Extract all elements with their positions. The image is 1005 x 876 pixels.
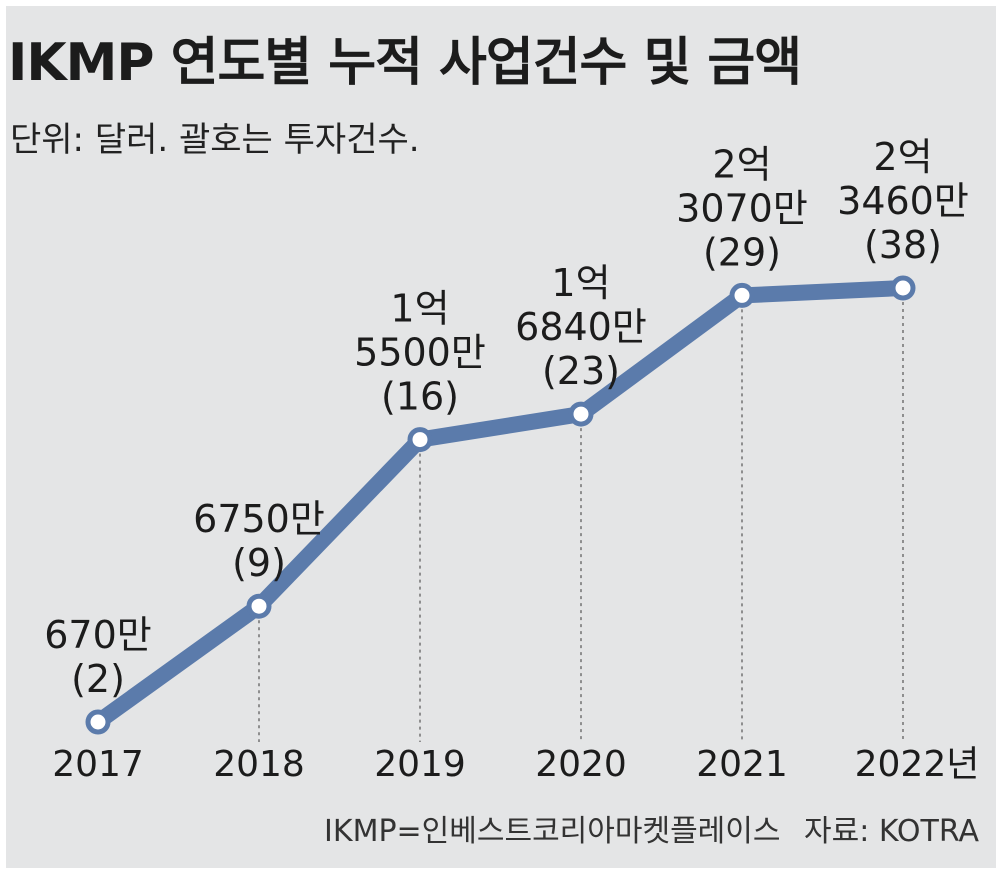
footer-source: 자료: KOTRA — [804, 814, 979, 849]
data-label: 6840만 — [515, 305, 647, 349]
data-point — [568, 401, 594, 427]
data-point — [407, 427, 433, 453]
data-label: 3070만 — [676, 186, 808, 230]
data-point — [246, 593, 272, 619]
x-tick-label: 2019 — [374, 744, 466, 785]
x-tick-label: 2020 — [535, 744, 627, 785]
chart-subtitle: 단위: 달러. 괄호는 투자건수. — [10, 120, 420, 160]
data-label: (38) — [864, 223, 942, 267]
data-label: 6750만 — [193, 497, 325, 541]
x-tick-label: 2021 — [696, 744, 788, 785]
data-point — [729, 282, 755, 308]
footer-note: IKMP=인베스트코리아마켓플레이스 — [324, 814, 781, 849]
data-point — [85, 709, 111, 735]
data-label: 1억 — [390, 287, 449, 331]
chart-title: IKMP 연도별 누적 사업건수 및 금액 — [8, 33, 802, 93]
data-point — [890, 275, 916, 301]
data-label: (2) — [71, 657, 125, 701]
series-line — [90, 280, 911, 730]
data-label: 1억 — [551, 261, 610, 305]
x-tick-label: 2022년 — [855, 744, 980, 785]
data-label: 2억 — [712, 142, 771, 186]
data-label: (9) — [232, 541, 286, 585]
data-label: (29) — [703, 230, 781, 274]
data-label: (23) — [542, 349, 620, 393]
data-label: (16) — [381, 375, 459, 419]
chart-panel — [6, 6, 996, 868]
data-label: 3460만 — [837, 179, 969, 223]
x-tick-label: 2018 — [213, 744, 305, 785]
data-label: 5500만 — [354, 331, 486, 375]
data-label: 670만 — [44, 613, 152, 657]
data-label: 2억 — [873, 135, 932, 179]
x-tick-label: 2017 — [52, 744, 144, 785]
chart-footer: IKMP=인베스트코리아마켓플레이스 자료: KOTRA — [310, 806, 979, 850]
